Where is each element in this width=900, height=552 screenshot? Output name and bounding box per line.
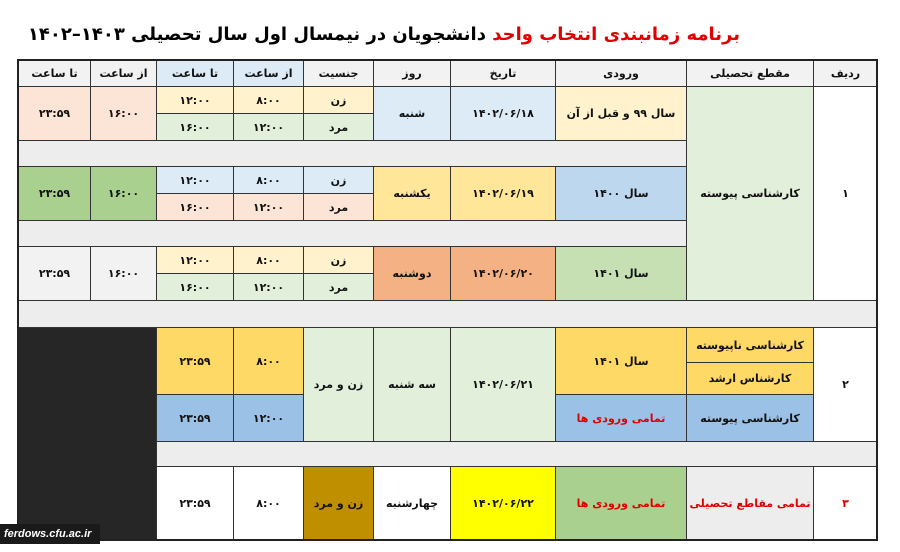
day: یکشنبه [373, 166, 451, 221]
header-cell: روز [373, 60, 451, 87]
entry-year: سال ۹۹ و قبل از آن [555, 86, 687, 141]
row-number: ۱ [813, 86, 878, 301]
level: کارشناس ارشد [686, 362, 814, 395]
start-time: ۸:۰۰ [233, 327, 304, 395]
male-start-time: ۱۲:۰۰ [233, 193, 304, 221]
female-start-time: ۸:۰۰ [233, 166, 304, 194]
entry-year: تمامی ورودی ها [555, 394, 687, 442]
male-end-time: ۱۶:۰۰ [156, 193, 234, 221]
start-time: ۱۲:۰۰ [233, 394, 304, 442]
level: کارشناسی ناپیوسته [686, 327, 814, 363]
entry-year: سال ۱۴۰۰ [555, 166, 687, 221]
gender-female: زن [303, 86, 374, 114]
male-start-time: ۱۲:۰۰ [233, 273, 304, 301]
header-cell: تا ساعت [18, 60, 91, 87]
end-time: ۲۳:۵۹ [156, 466, 234, 541]
female-end-time: ۱۲:۰۰ [156, 86, 234, 114]
date: ۱۴۰۲/۰۶/۲۰ [450, 246, 556, 301]
header-cell: از ساعت [233, 60, 304, 87]
gender-male: مرد [303, 113, 374, 141]
header-cell: مقطع تحصیلی [686, 60, 814, 87]
level: کارشناسی پیوسته [686, 394, 814, 442]
entry-year: تمامی ورودی ها [555, 466, 687, 541]
page-title: برنامه زمانبندی انتخاب واحد دانشجویان در… [28, 24, 740, 45]
title-rest: دانشجویان در نیمسال اول سال تحصیلی ۱۴۰۳–… [27, 24, 493, 45]
entry-year: سال ۱۴۰۱ [555, 246, 687, 301]
gender: زن و مرد [303, 466, 374, 541]
end-time: ۲۳:۵۹ [156, 394, 234, 442]
header-cell: تاریخ [450, 60, 556, 87]
date: ۱۴۰۲/۰۶/۲۲ [450, 466, 556, 541]
male-start-time: ۱۲:۰۰ [233, 113, 304, 141]
separator-row [18, 220, 687, 247]
male-end-time: ۱۶:۰۰ [156, 273, 234, 301]
separator-row [156, 441, 878, 467]
level: تمامی مقاطع تحصیلی [686, 466, 814, 541]
male-end-time: ۱۶:۰۰ [156, 113, 234, 141]
row-number: ۳ [813, 466, 878, 541]
female-start-time: ۸:۰۰ [233, 246, 304, 274]
female-end-time: ۱۲:۰۰ [156, 166, 234, 194]
date: ۱۴۰۲/۰۶/۱۹ [450, 166, 556, 221]
start-time: ۱۶:۰۰ [90, 86, 157, 141]
separator-row [18, 300, 878, 328]
start-time: ۱۶:۰۰ [90, 246, 157, 301]
day: شنبه [373, 86, 451, 141]
header-cell: تا ساعت [156, 60, 234, 87]
watermark: ferdows.cfu.ac.ir [0, 524, 100, 544]
header-cell: جنسیت [303, 60, 374, 87]
dark-block [18, 327, 157, 541]
header-cell: از ساعت [90, 60, 157, 87]
end-time: ۲۳:۵۹ [18, 166, 91, 221]
row-number: ۲ [813, 327, 878, 442]
header-cell: ردیف [813, 60, 878, 87]
female-start-time: ۸:۰۰ [233, 86, 304, 114]
end-time: ۲۳:۵۹ [156, 327, 234, 395]
start-time: ۱۶:۰۰ [90, 166, 157, 221]
gender-male: مرد [303, 193, 374, 221]
gender-female: زن [303, 246, 374, 274]
start-time: ۸:۰۰ [233, 466, 304, 541]
level: کارشناسی پیوسته [686, 86, 814, 301]
end-time: ۲۳:۵۹ [18, 246, 91, 301]
gender-female: زن [303, 166, 374, 194]
date: ۱۴۰۲/۰۶/۲۱ [450, 327, 556, 442]
day: دوشنبه [373, 246, 451, 301]
title-highlight: برنامه زمانبندی انتخاب واحد [492, 24, 740, 45]
date: ۱۴۰۲/۰۶/۱۸ [450, 86, 556, 141]
day: سه شنبه [373, 327, 451, 442]
gender: زن و مرد [303, 327, 374, 442]
day: چهارشنبه [373, 466, 451, 541]
female-end-time: ۱۲:۰۰ [156, 246, 234, 274]
separator-row [18, 140, 687, 167]
end-time: ۲۳:۵۹ [18, 86, 91, 141]
entry-year: سال ۱۴۰۱ [555, 327, 687, 395]
header-cell: ورودی [555, 60, 687, 87]
gender-male: مرد [303, 273, 374, 301]
